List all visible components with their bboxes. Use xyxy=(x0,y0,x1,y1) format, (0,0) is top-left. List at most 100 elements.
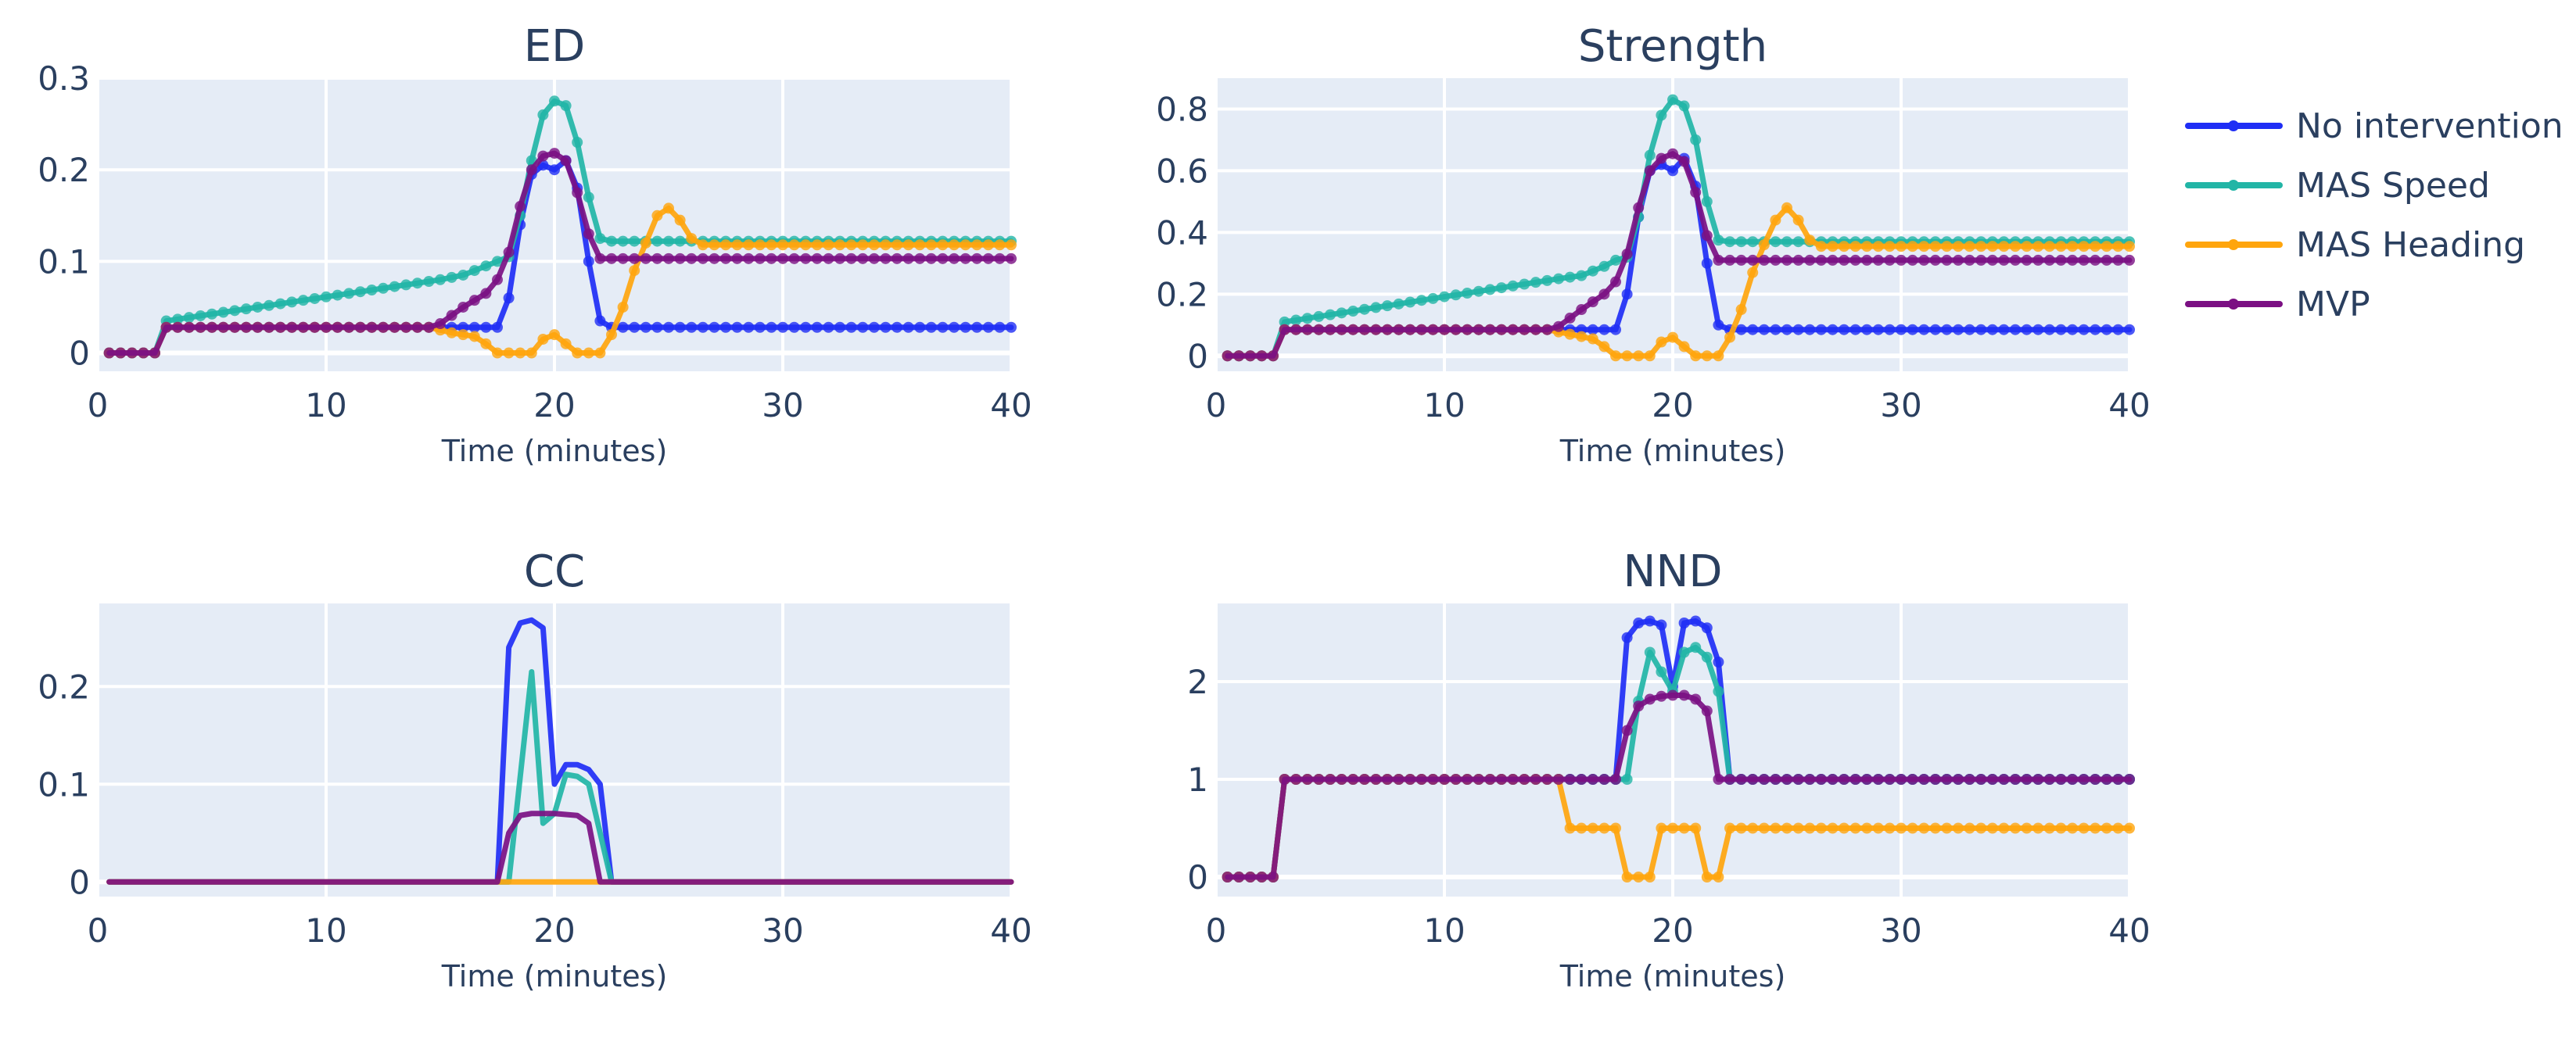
data-point xyxy=(206,321,217,333)
data-point xyxy=(1576,304,1588,316)
data-point xyxy=(160,321,172,333)
data-point xyxy=(1975,241,1987,252)
data-point xyxy=(1610,774,1621,785)
data-point xyxy=(1473,285,1484,297)
data-point xyxy=(1610,822,1621,834)
legend-item-mas-heading[interactable]: MAS Heading xyxy=(2185,225,2525,265)
x-tick-label: 10 xyxy=(305,386,346,424)
data-point xyxy=(1244,350,1256,362)
data-point xyxy=(1450,324,1462,335)
data-point xyxy=(2067,254,2078,266)
data-point xyxy=(1325,324,1336,335)
data-point xyxy=(892,321,902,333)
x-axis-label: Time (minutes) xyxy=(441,959,668,994)
data-point xyxy=(1347,324,1359,335)
data-point xyxy=(788,239,800,251)
data-point xyxy=(1667,331,1678,343)
subplot-title: Strength xyxy=(1578,21,1767,72)
data-point xyxy=(2078,822,2090,834)
data-point xyxy=(1358,303,1370,315)
data-point xyxy=(1633,618,1645,628)
data-point xyxy=(2067,774,2078,785)
data-point xyxy=(982,239,994,251)
data-point xyxy=(1929,324,1941,335)
data-point xyxy=(492,274,503,285)
data-point xyxy=(914,239,926,251)
data-point xyxy=(629,321,640,333)
data-point xyxy=(1598,774,1610,785)
data-point xyxy=(2124,241,2135,252)
legend-label: MAS Speed xyxy=(2296,166,2490,206)
data-point xyxy=(1656,822,1667,834)
data-point xyxy=(868,252,880,264)
legend-item-no-intervention[interactable]: No intervention xyxy=(2185,106,2563,146)
data-point xyxy=(354,286,366,298)
data-point xyxy=(2078,241,2090,252)
data-point xyxy=(1667,148,1678,159)
data-point xyxy=(1507,774,1519,785)
data-point xyxy=(1713,319,1724,331)
data-point xyxy=(1347,306,1359,317)
x-tick-label: 30 xyxy=(1880,386,1921,424)
data-point xyxy=(549,329,560,341)
data-point xyxy=(1701,195,1713,207)
y-tick-label: 0.1 xyxy=(38,242,90,281)
data-point xyxy=(1290,774,1302,785)
data-point xyxy=(1656,690,1667,702)
data-point xyxy=(1918,254,1930,266)
data-point xyxy=(594,315,606,327)
data-point xyxy=(468,321,480,333)
data-point xyxy=(2032,822,2044,834)
data-point xyxy=(651,209,663,221)
data-point xyxy=(1827,774,1839,785)
legend: No intervention MAS Speed MAS Heading MVP xyxy=(2185,106,2563,324)
data-point xyxy=(1690,187,1702,199)
data-point xyxy=(2101,241,2112,252)
data-point xyxy=(937,239,949,251)
data-point xyxy=(1222,350,1233,362)
data-point xyxy=(149,347,160,359)
data-point xyxy=(1370,774,1382,785)
x-tick-label: 0 xyxy=(88,911,109,950)
data-point xyxy=(1849,241,1861,252)
data-point xyxy=(1405,296,1416,308)
data-point xyxy=(583,256,594,267)
data-point xyxy=(1678,646,1690,658)
legend-item-mvp[interactable]: MVP xyxy=(2185,285,2370,324)
legend-item-mas-speed[interactable]: MAS Speed xyxy=(2185,166,2490,206)
data-point xyxy=(1792,324,1804,335)
data-point xyxy=(1222,872,1233,883)
data-point xyxy=(1735,822,1747,834)
data-point xyxy=(892,239,902,251)
data-point xyxy=(1747,254,1759,266)
data-point xyxy=(1690,350,1702,362)
data-point xyxy=(103,347,115,359)
data-point xyxy=(1884,254,1896,266)
data-point xyxy=(1804,235,1816,246)
data-point xyxy=(1849,324,1861,335)
data-point xyxy=(1439,291,1450,303)
data-point xyxy=(971,239,983,251)
data-point xyxy=(1896,774,1907,785)
data-point xyxy=(1964,241,1975,252)
data-point xyxy=(343,321,355,333)
data-point xyxy=(640,237,651,249)
x-tick-label: 20 xyxy=(1652,911,1693,950)
data-point xyxy=(1907,324,1918,335)
data-point xyxy=(1633,872,1645,883)
data-point xyxy=(1713,686,1724,697)
data-point xyxy=(994,321,1006,333)
data-point xyxy=(1541,274,1553,286)
data-point xyxy=(389,321,400,333)
data-point xyxy=(1507,324,1519,335)
data-point xyxy=(1770,236,1781,248)
data-point xyxy=(1678,341,1690,353)
data-point xyxy=(834,239,845,251)
data-point xyxy=(309,292,321,304)
data-point xyxy=(834,252,845,264)
data-point xyxy=(1393,324,1405,335)
data-point xyxy=(1439,774,1450,785)
x-tick-label: 0 xyxy=(1206,911,1227,950)
data-point xyxy=(2101,774,2112,785)
data-point xyxy=(1496,774,1507,785)
